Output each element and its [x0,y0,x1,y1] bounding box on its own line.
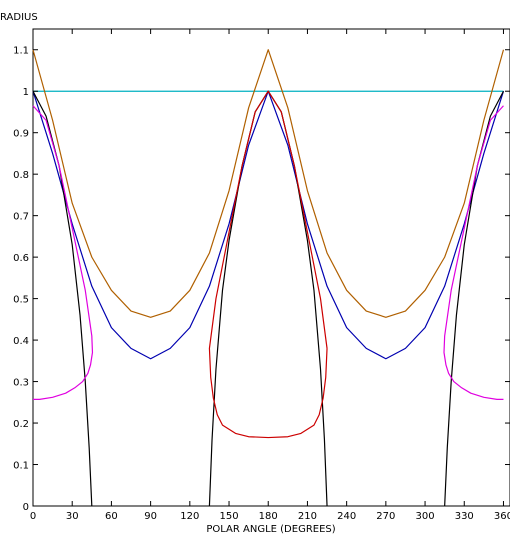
y-tick-label: 0.9 [13,129,29,140]
x-tick-label: 150 [219,511,238,522]
x-axis-title: POLAR ANGLE (DEGREES) [206,524,335,535]
y-tick-label: 0 [23,502,29,513]
x-tick-label: 120 [180,511,199,522]
series-line [443,105,504,400]
y-tick-label: 0.2 [13,419,29,430]
series-line [208,90,328,507]
y-tick-label: 0.1 [13,461,29,472]
x-tick-label: 0 [30,511,36,522]
y-tick-label: 1.1 [13,46,29,57]
series-layer [32,49,505,507]
ticks-layer: 0 30 60 90 120 150 180 210 240 270 300 330 360 0 0.1 0.… [13,29,510,522]
plot-frame [32,28,510,507]
x-tick-label: 330 [455,511,474,522]
series-line [444,90,505,507]
y-tick-label: 1 [23,87,29,98]
y-tick-label: 0.6 [13,253,29,264]
series-line [208,90,328,439]
y-tick-label: 0.3 [13,378,29,389]
y-tick-label: 0.8 [13,170,29,181]
x-tick-label: 210 [298,511,317,522]
y-tick-label: 0.7 [13,212,29,223]
x-tick-label: 300 [416,511,435,522]
x-tick-label: 360 [494,511,510,522]
series-line [32,90,505,360]
x-tick-label: 180 [259,511,278,522]
x-tick-label: 270 [376,511,395,522]
x-tick-label: 30 [66,511,79,522]
series-line [32,49,505,318]
x-tick-label: 90 [144,511,157,522]
y-tick-label: 0.5 [13,295,29,306]
series-line [32,90,93,507]
x-tick-label: 60 [105,511,118,522]
y-tick-label: 0.4 [13,336,29,347]
series-line [32,105,94,400]
y-axis-title: RADIUS [0,12,38,23]
x-tick-label: 240 [337,511,356,522]
